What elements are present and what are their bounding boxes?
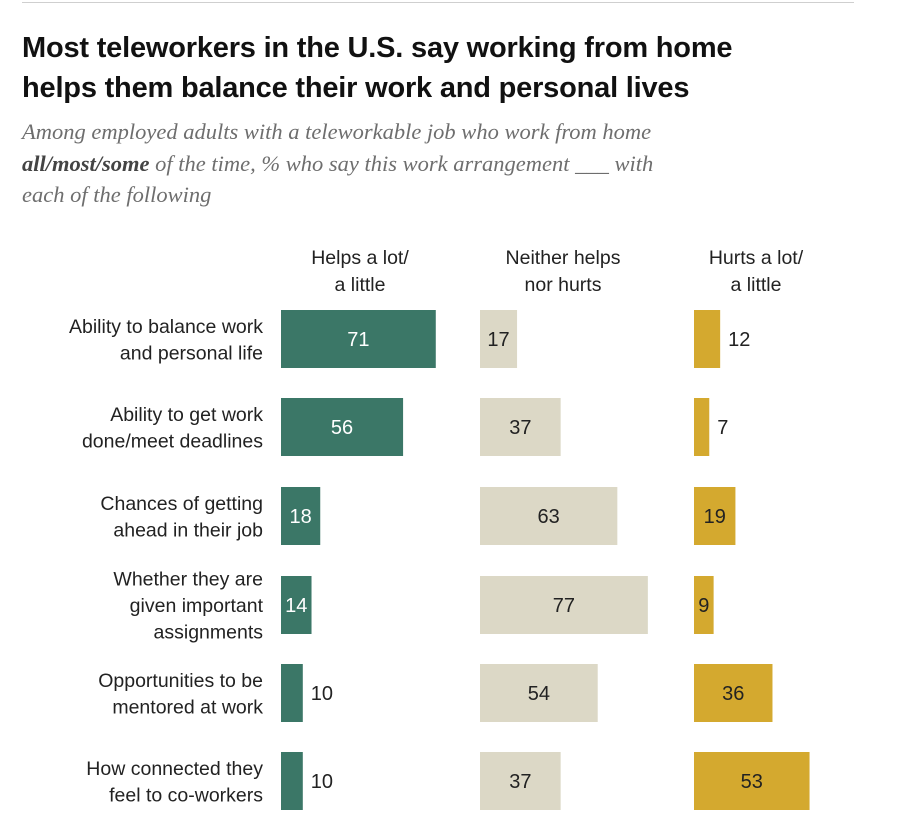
category-label-6-line-2: feel to co-workers <box>109 784 263 806</box>
category-label-4-line-1: Whether they are <box>113 569 263 591</box>
category-label-3-line-2: ahead in their job <box>113 519 263 541</box>
bar-s1-r4 <box>281 576 312 634</box>
category-label-6-line-1: How connected they <box>86 758 263 780</box>
category-label-4-line-3: assignments <box>154 622 264 644</box>
subtitle-part-3: each of the following <box>22 182 212 207</box>
title-line-1: Most teleworkers in the U.S. say working… <box>22 32 733 64</box>
value-label-s3-r2: 7 <box>717 417 728 439</box>
value-label-s3-r3: 19 <box>704 506 726 528</box>
column-header-2-line-2: nor hurts <box>525 274 602 296</box>
value-label-s1-r6: 10 <box>311 771 333 793</box>
value-label-s2-r5: 54 <box>528 683 550 705</box>
bar-s3-r4 <box>694 576 714 634</box>
chart-subtitle: Among employed adults with a teleworkabl… <box>22 116 842 211</box>
bar-s2-r4 <box>480 576 648 634</box>
value-label-s1-r4: 14 <box>285 595 307 617</box>
bar-s3-r6 <box>694 752 810 810</box>
value-label-s2-r2: 37 <box>509 417 531 439</box>
bar-s1-r6 <box>281 752 303 810</box>
bar-s2-r2 <box>480 398 561 456</box>
bar-s3-r5 <box>694 664 773 722</box>
bar-s3-r2 <box>694 398 710 456</box>
value-label-s1-r3: 18 <box>289 506 311 528</box>
category-label-5-line-2: mentored at work <box>112 696 263 718</box>
category-label-1-line-1: Ability to balance work <box>69 316 263 338</box>
value-label-s3-r4: 9 <box>698 595 709 617</box>
column-header-2-line-1: Neither helps <box>506 247 621 269</box>
column-header-3-line-2: a little <box>731 274 782 296</box>
value-label-s2-r4: 77 <box>553 595 575 617</box>
subtitle-part-1: Among employed adults with a teleworkabl… <box>22 119 652 144</box>
bar-s2-r1 <box>480 310 518 368</box>
value-label-s1-r2: 56 <box>331 417 353 439</box>
top-rule <box>22 2 854 3</box>
bar-s1-r3 <box>281 487 321 545</box>
subtitle-emphasis: all/most/some <box>22 150 150 176</box>
category-label-5-line-1: Opportunities to be <box>98 670 263 692</box>
bar-s2-r3 <box>480 487 618 545</box>
bar-s1-r5 <box>281 664 303 722</box>
bar-s1-r2 <box>281 398 404 456</box>
bar-s1-r1 <box>281 310 436 368</box>
bar-s2-r5 <box>480 664 598 722</box>
bar-s3-r3 <box>694 487 736 545</box>
category-label-3-line-1: Chances of getting <box>100 493 263 515</box>
bar-s3-r1 <box>694 310 721 368</box>
value-label-s2-r6: 37 <box>509 771 531 793</box>
category-label-2-line-2: done/meet deadlines <box>82 430 263 452</box>
category-label-1-line-2: and personal life <box>120 342 263 364</box>
bar-s2-r6 <box>480 752 561 810</box>
title-line-2: helps them balance their work and person… <box>22 72 690 104</box>
value-label-s3-r6: 53 <box>741 771 763 793</box>
subtitle-part-2: of the time, % who say this work arrange… <box>149 150 654 176</box>
value-label-s1-r1: 71 <box>347 329 369 351</box>
column-header-1-line-2: a little <box>335 274 386 296</box>
category-label-2-line-1: Ability to get work <box>110 404 263 426</box>
category-label-4-line-2: given important <box>130 595 264 617</box>
value-label-s2-r3: 63 <box>538 506 560 528</box>
value-label-s3-r5: 36 <box>722 683 744 705</box>
column-header-1-line-1: Helps a lot/ <box>311 247 409 269</box>
value-label-s1-r5: 10 <box>311 683 333 705</box>
column-header-3-line-1: Hurts a lot/ <box>709 247 804 269</box>
chart-title: Most teleworkers in the U.S. say working… <box>22 28 872 108</box>
value-label-s3-r1: 12 <box>728 329 750 351</box>
value-label-s2-r1: 17 <box>487 329 509 351</box>
